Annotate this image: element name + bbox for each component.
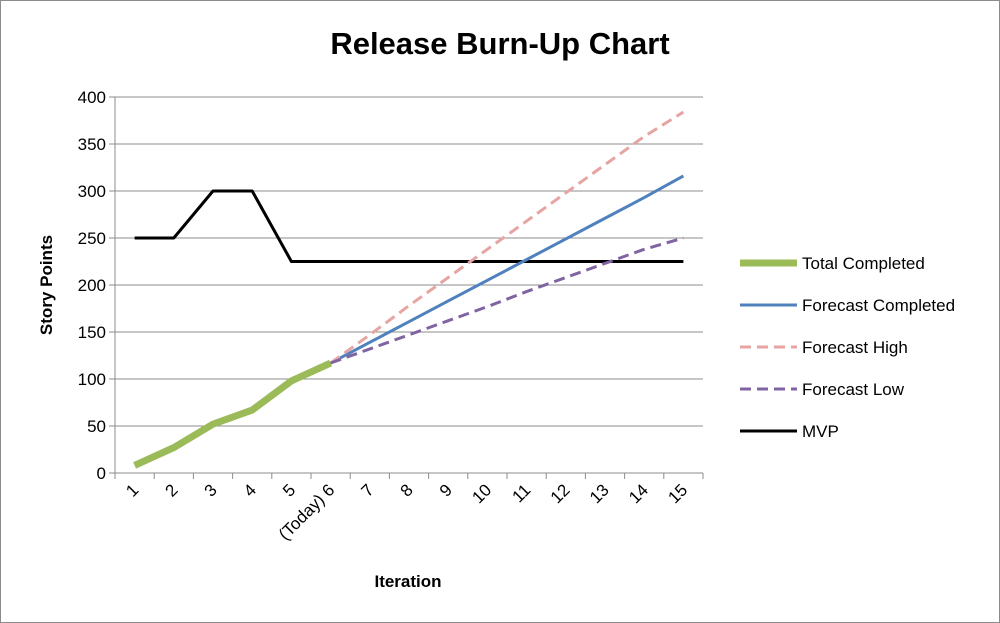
x-tick-label: 5 bbox=[279, 480, 299, 500]
series-line-total-completed bbox=[133, 359, 333, 469]
y-tick-label: 0 bbox=[97, 464, 106, 483]
y-tick-label: 50 bbox=[87, 417, 106, 436]
y-axis-title: Story Points bbox=[37, 235, 56, 335]
legend-label-forecast-completed: Forecast Completed bbox=[802, 296, 955, 315]
series-line-mvp bbox=[134, 189, 684, 263]
y-tick-label: 200 bbox=[78, 276, 106, 295]
y-tick-label: 400 bbox=[78, 88, 106, 107]
series-line-forecast-high bbox=[329, 110, 685, 365]
y-tick-label: 300 bbox=[78, 182, 106, 201]
x-tick-label: 14 bbox=[625, 480, 652, 507]
x-tick-label: 8 bbox=[397, 480, 417, 500]
x-axis-title: Iteration bbox=[374, 572, 441, 591]
x-tick-label: 12 bbox=[547, 480, 574, 507]
x-tick-label: 13 bbox=[586, 480, 613, 507]
series-line-forecast-low bbox=[330, 236, 684, 365]
y-tick-label: 100 bbox=[78, 370, 106, 389]
x-tick-label: 15 bbox=[664, 480, 691, 507]
legend-label-mvp: MVP bbox=[802, 422, 839, 441]
legend-label-total-completed: Total Completed bbox=[802, 254, 925, 273]
x-tick-label: 4 bbox=[240, 480, 260, 500]
legend-label-forecast-low: Forecast Low bbox=[802, 380, 905, 399]
series-line-forecast-completed bbox=[329, 174, 685, 365]
x-tick-label: 7 bbox=[357, 480, 377, 500]
x-tick-label: 11 bbox=[509, 480, 535, 506]
x-tick-label: 9 bbox=[436, 480, 456, 500]
y-tick-label: 350 bbox=[78, 135, 106, 154]
x-tick-label: 2 bbox=[161, 480, 181, 500]
y-tick-label: 150 bbox=[78, 323, 106, 342]
y-tick-label: 250 bbox=[78, 229, 106, 248]
x-tick-label: 1 bbox=[122, 480, 142, 500]
x-tick-label: 3 bbox=[201, 480, 221, 500]
series-lines bbox=[133, 110, 685, 469]
legend-label-forecast-high: Forecast High bbox=[802, 338, 908, 357]
chart-title: Release Burn-Up Chart bbox=[330, 26, 670, 61]
legend: Total Completed Forecast Completed Forecas… bbox=[740, 254, 955, 441]
x-tick-label: 10 bbox=[468, 480, 495, 507]
